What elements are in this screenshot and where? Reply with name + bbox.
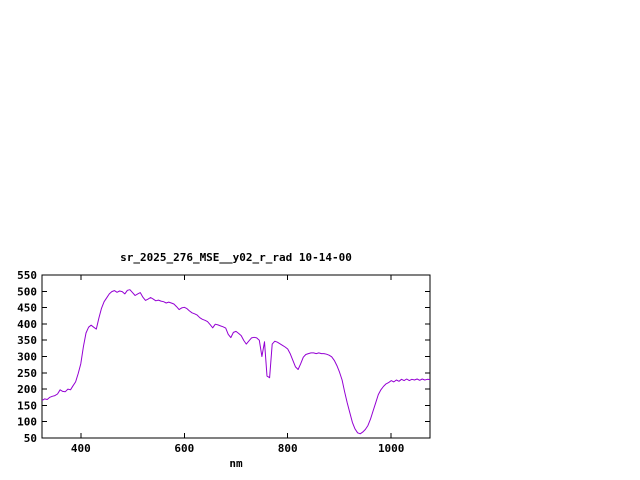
y-tick-label: 550	[17, 269, 37, 282]
y-tick-label: 200	[17, 383, 37, 396]
y-tick-label: 300	[17, 351, 37, 364]
x-tick-label: 800	[278, 442, 298, 455]
chart-title: sr_2025_276_MSE__y02_r_rad 10-14-00	[120, 251, 352, 264]
y-tick-label: 450	[17, 302, 37, 315]
plot-area: 50 100 150 200 250 300 350 400 450 500 550 400 600 80…	[17, 269, 431, 455]
y-tick-label: 250	[17, 367, 37, 380]
y-tick-label: 350	[17, 334, 37, 347]
y-tick-label: 500	[17, 285, 37, 298]
y-tick-label: 400	[17, 318, 37, 331]
x-tick-label: 1000	[378, 442, 405, 455]
y-tick-label: 100	[17, 416, 37, 429]
x-tick-label: 600	[174, 442, 194, 455]
spectrum-line	[41, 289, 431, 435]
y-tick-label: 50	[24, 432, 37, 445]
x-axis-label: nm	[229, 457, 243, 470]
y-tick-label: 150	[17, 399, 37, 412]
x-tick-label: 400	[71, 442, 91, 455]
